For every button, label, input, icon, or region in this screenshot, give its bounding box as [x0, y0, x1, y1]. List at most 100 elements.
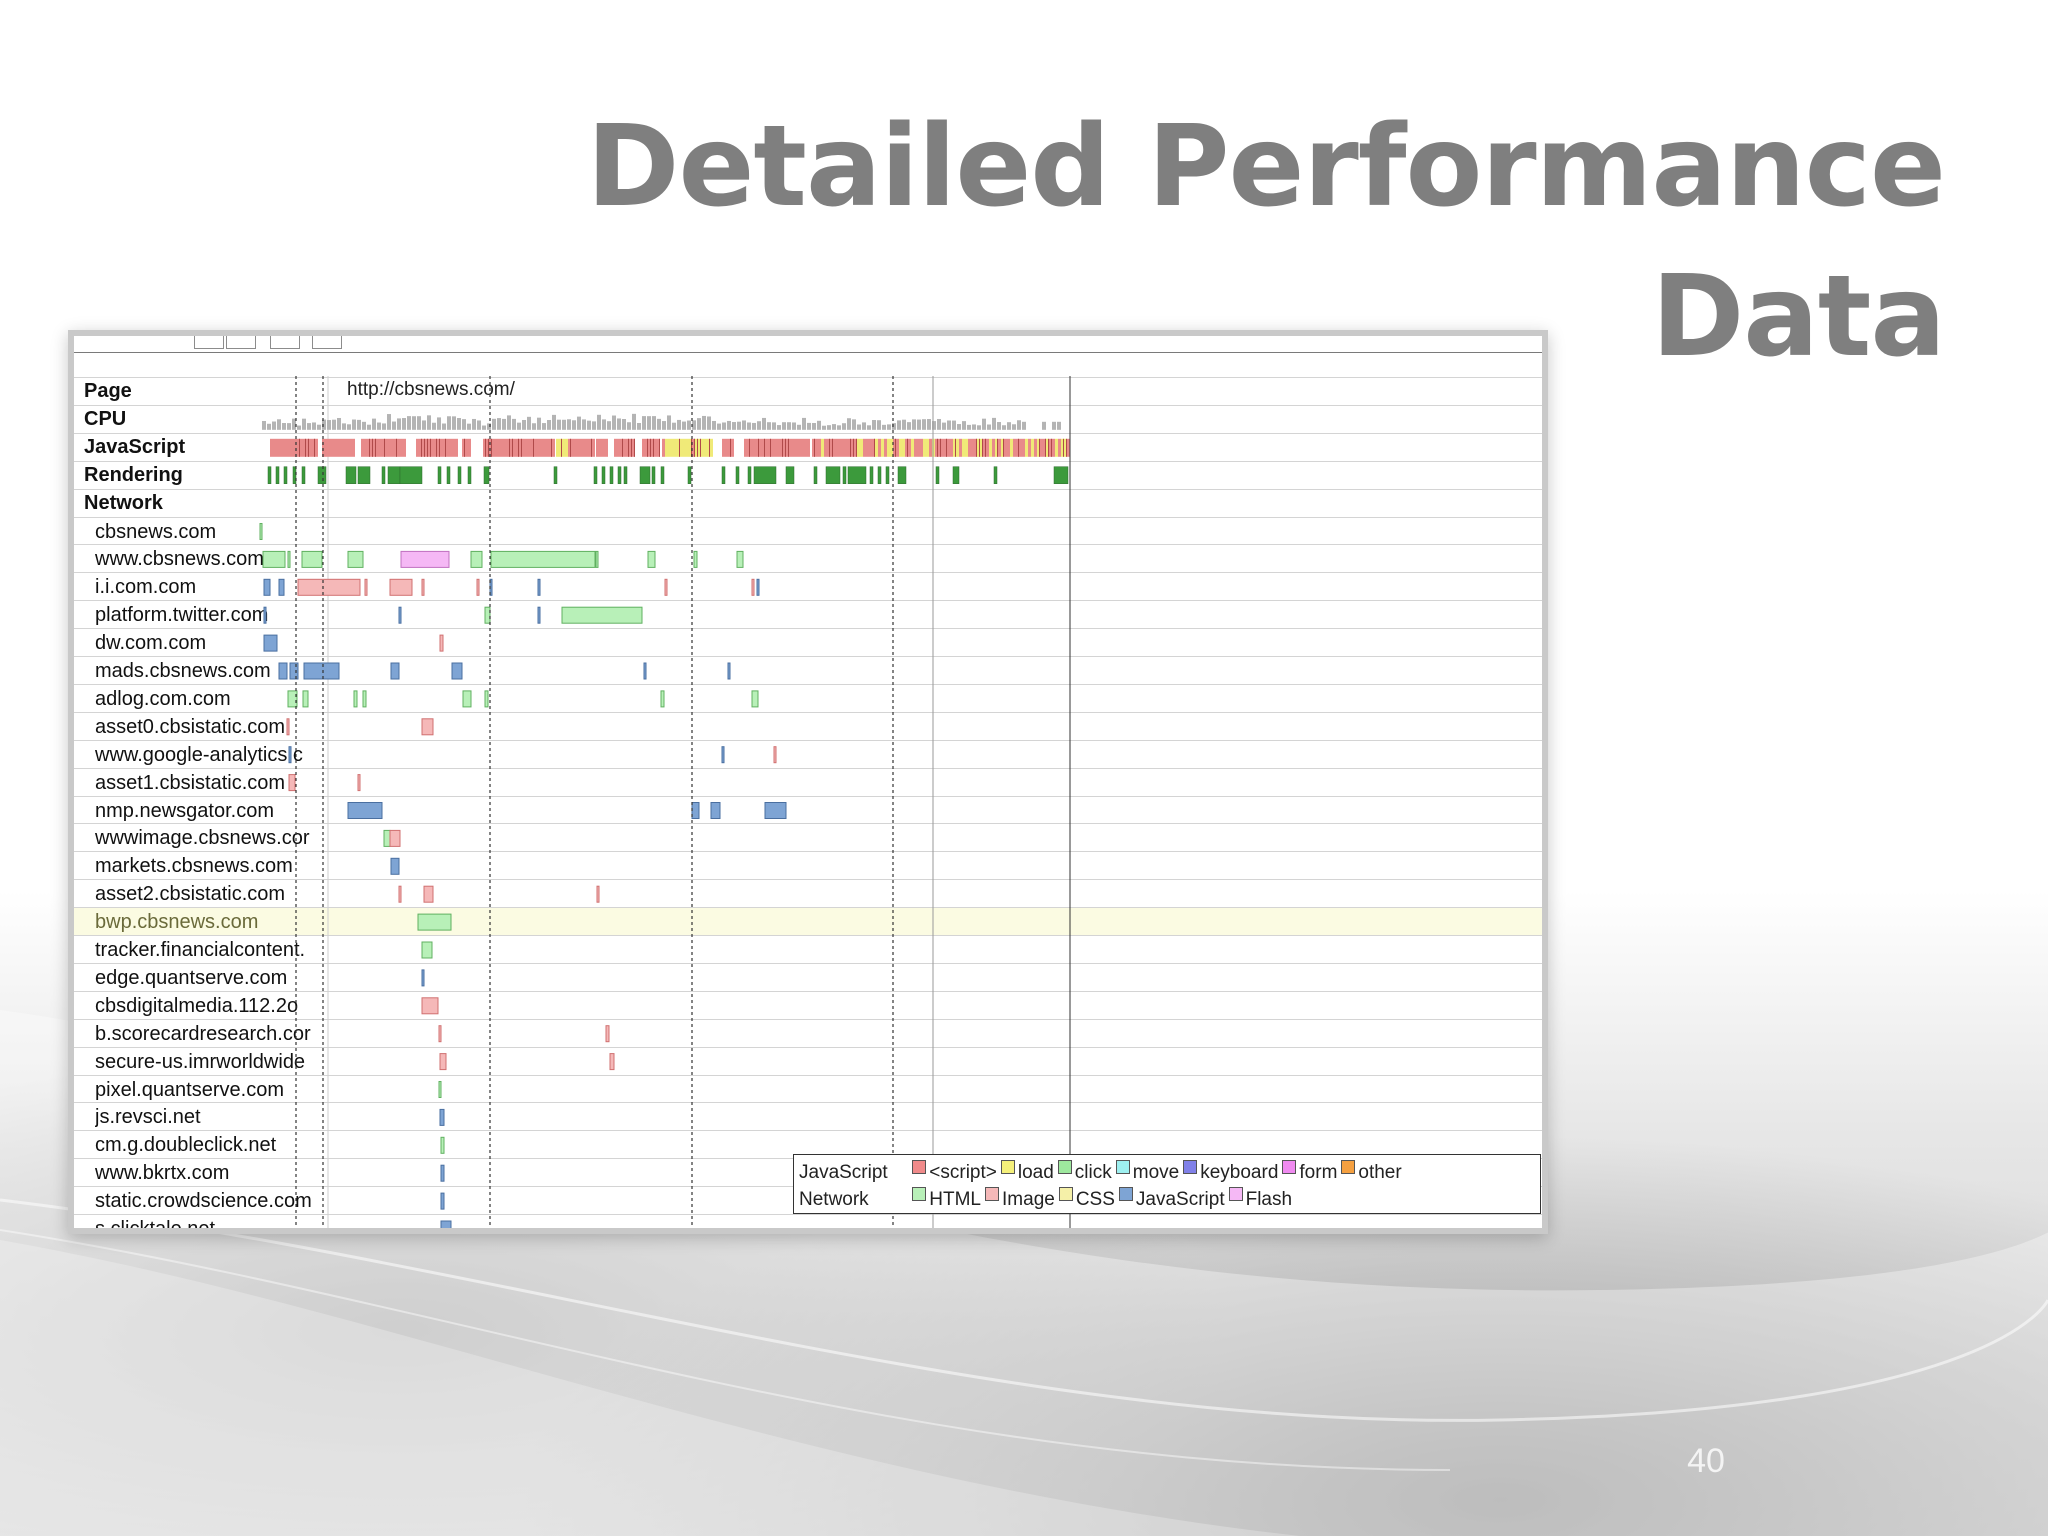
network-request-bar[interactable]	[470, 550, 483, 568]
toolbar-button[interactable]	[226, 336, 256, 349]
host-label[interactable]: asset0.cbsistatic.com	[95, 715, 286, 738]
network-request-bar[interactable]	[439, 1108, 445, 1126]
host-label[interactable]: bwp.cbsnews.com	[95, 911, 259, 934]
network-request-bar[interactable]	[451, 662, 463, 680]
network-request-bar[interactable]	[660, 690, 665, 708]
network-request-bar[interactable]	[263, 578, 271, 596]
network-request-bar[interactable]	[262, 550, 286, 568]
network-request-bar[interactable]	[383, 829, 391, 847]
network-request-bar[interactable]	[287, 550, 291, 568]
host-label[interactable]: b.scorecardresearch.cor	[95, 1022, 311, 1045]
network-request-bar[interactable]	[421, 969, 425, 987]
network-request-bar[interactable]	[462, 690, 472, 708]
host-label[interactable]: platform.twitter.com	[95, 604, 269, 627]
network-request-bar[interactable]	[389, 829, 401, 847]
network-request-bar[interactable]	[439, 634, 444, 652]
network-request-bar[interactable]	[423, 885, 434, 903]
network-request-bar[interactable]	[263, 606, 267, 624]
network-request-bar[interactable]	[417, 913, 452, 931]
network-request-bar[interactable]	[347, 550, 364, 568]
network-request-bar[interactable]	[357, 774, 361, 792]
network-request-bar[interactable]	[751, 690, 759, 708]
network-request-bar[interactable]	[596, 885, 600, 903]
network-request-bar[interactable]	[421, 941, 433, 959]
host-label[interactable]: nmp.newsgator.com	[95, 799, 274, 822]
network-request-bar[interactable]	[347, 802, 383, 819]
network-request-bar[interactable]	[561, 606, 643, 624]
network-request-bar[interactable]	[537, 606, 541, 624]
host-label[interactable]: cm.g.doubleclick.net	[95, 1134, 277, 1157]
network-request-bar[interactable]	[751, 578, 755, 596]
host-label[interactable]: i.i.com.com	[95, 576, 197, 599]
network-request-bar[interactable]	[647, 550, 656, 568]
network-request-bar[interactable]	[390, 857, 400, 875]
network-request-bar[interactable]	[691, 802, 700, 819]
network-request-bar[interactable]	[438, 1081, 442, 1098]
host-label[interactable]: pixel.quantserve.com	[95, 1078, 284, 1101]
network-request-bar[interactable]	[440, 1220, 452, 1228]
network-request-bar[interactable]	[721, 746, 725, 764]
host-label[interactable]: dw.com.com	[95, 632, 207, 655]
network-request-bar[interactable]	[438, 1025, 442, 1043]
host-label[interactable]: www.bkrtx.com	[95, 1162, 230, 1185]
host-label[interactable]: cbsdigitalmedia.112.2o	[95, 994, 299, 1017]
network-request-bar[interactable]	[400, 550, 450, 568]
network-request-bar[interactable]	[263, 634, 278, 652]
host-label[interactable]: markets.cbsnews.com	[95, 855, 293, 878]
network-request-bar[interactable]	[302, 690, 309, 708]
host-label[interactable]: edge.quantserve.com	[95, 966, 288, 989]
network-request-bar[interactable]	[643, 662, 647, 680]
network-request-bar[interactable]	[286, 718, 290, 736]
toolbar-button[interactable]	[270, 336, 300, 349]
network-request-bar[interactable]	[605, 1025, 610, 1043]
network-request-bar[interactable]	[287, 690, 298, 708]
network-request-bar[interactable]	[364, 578, 368, 596]
network-request-bar[interactable]	[390, 662, 400, 680]
network-request-bar[interactable]	[476, 578, 480, 596]
network-request-bar[interactable]	[727, 662, 731, 680]
network-request-bar[interactable]	[484, 690, 489, 708]
host-label[interactable]: mads.cbsnews.com	[95, 660, 271, 682]
host-label[interactable]: static.crowdscience.com	[95, 1190, 312, 1213]
network-request-bar[interactable]	[289, 662, 299, 680]
network-request-bar[interactable]	[440, 1192, 445, 1210]
network-request-bar[interactable]	[297, 578, 361, 596]
network-request-bar[interactable]	[278, 662, 288, 680]
network-request-bar[interactable]	[421, 997, 439, 1015]
host-label[interactable]: www.google-analytics.c	[95, 743, 303, 766]
network-request-bar[interactable]	[773, 746, 777, 764]
network-request-bar[interactable]	[440, 1164, 445, 1182]
network-request-bar[interactable]	[398, 606, 402, 624]
network-request-bar[interactable]	[303, 662, 340, 680]
network-request-bar[interactable]	[421, 578, 425, 596]
host-label[interactable]: wwwimage.cbsnews.cor	[95, 827, 310, 850]
host-label[interactable]: s.clicktale.net	[95, 1218, 332, 1228]
host-label[interactable]: asset1.cbsistatic.com	[95, 771, 286, 794]
network-request-bar[interactable]	[693, 550, 698, 568]
network-request-bar[interactable]	[362, 690, 367, 708]
network-request-bar[interactable]	[710, 802, 721, 819]
network-request-bar[interactable]	[278, 578, 285, 596]
network-request-bar[interactable]	[756, 578, 760, 596]
network-request-bar[interactable]	[288, 746, 292, 764]
host-label[interactable]: secure-us.imrworldwide	[95, 1050, 306, 1073]
network-request-bar[interactable]	[389, 578, 413, 596]
host-label[interactable]: adlog.com.com	[95, 687, 231, 710]
network-request-bar[interactable]	[490, 550, 596, 568]
host-label[interactable]: cbsnews.com	[95, 520, 217, 543]
network-request-bar[interactable]	[764, 802, 787, 819]
network-request-bar[interactable]	[440, 1136, 445, 1154]
host-label[interactable]: tracker.financialcontent.	[95, 939, 306, 961]
network-request-bar[interactable]	[288, 774, 296, 792]
host-label[interactable]: www.cbsnews.com	[95, 548, 264, 571]
toolbar-button[interactable]	[312, 336, 342, 349]
network-request-bar[interactable]	[664, 578, 668, 596]
toolbar-button[interactable]	[194, 336, 224, 349]
network-request-bar[interactable]	[259, 523, 263, 540]
network-request-bar[interactable]	[398, 885, 402, 903]
host-label[interactable]: asset2.cbsistatic.com	[95, 883, 286, 906]
network-request-bar[interactable]	[353, 690, 358, 708]
network-request-bar[interactable]	[484, 606, 491, 624]
network-request-bar[interactable]	[421, 718, 434, 736]
network-request-bar[interactable]	[736, 550, 744, 568]
